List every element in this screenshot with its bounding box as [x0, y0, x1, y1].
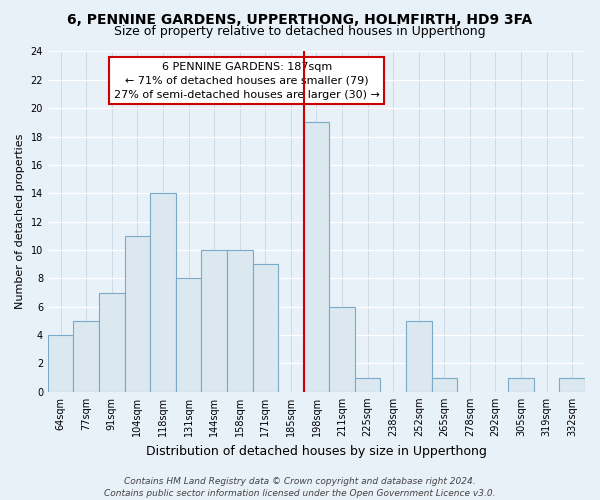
X-axis label: Distribution of detached houses by size in Upperthong: Distribution of detached houses by size … — [146, 444, 487, 458]
Bar — [329, 306, 355, 392]
Bar — [304, 122, 329, 392]
Text: Size of property relative to detached houses in Upperthong: Size of property relative to detached ho… — [114, 25, 486, 38]
Bar — [559, 378, 585, 392]
Bar — [253, 264, 278, 392]
Bar — [125, 236, 150, 392]
Bar — [431, 378, 457, 392]
Bar — [73, 321, 99, 392]
Bar — [99, 292, 125, 392]
Text: 6, PENNINE GARDENS, UPPERTHONG, HOLMFIRTH, HD9 3FA: 6, PENNINE GARDENS, UPPERTHONG, HOLMFIRT… — [67, 12, 533, 26]
Text: 6 PENNINE GARDENS: 187sqm
← 71% of detached houses are smaller (79)
27% of semi-: 6 PENNINE GARDENS: 187sqm ← 71% of detac… — [114, 62, 380, 100]
Bar — [227, 250, 253, 392]
Bar — [150, 194, 176, 392]
Bar — [202, 250, 227, 392]
Bar — [355, 378, 380, 392]
Bar — [48, 335, 73, 392]
Bar — [176, 278, 202, 392]
Bar — [508, 378, 534, 392]
Bar — [406, 321, 431, 392]
Text: Contains HM Land Registry data © Crown copyright and database right 2024.
Contai: Contains HM Land Registry data © Crown c… — [104, 476, 496, 498]
Y-axis label: Number of detached properties: Number of detached properties — [15, 134, 25, 310]
